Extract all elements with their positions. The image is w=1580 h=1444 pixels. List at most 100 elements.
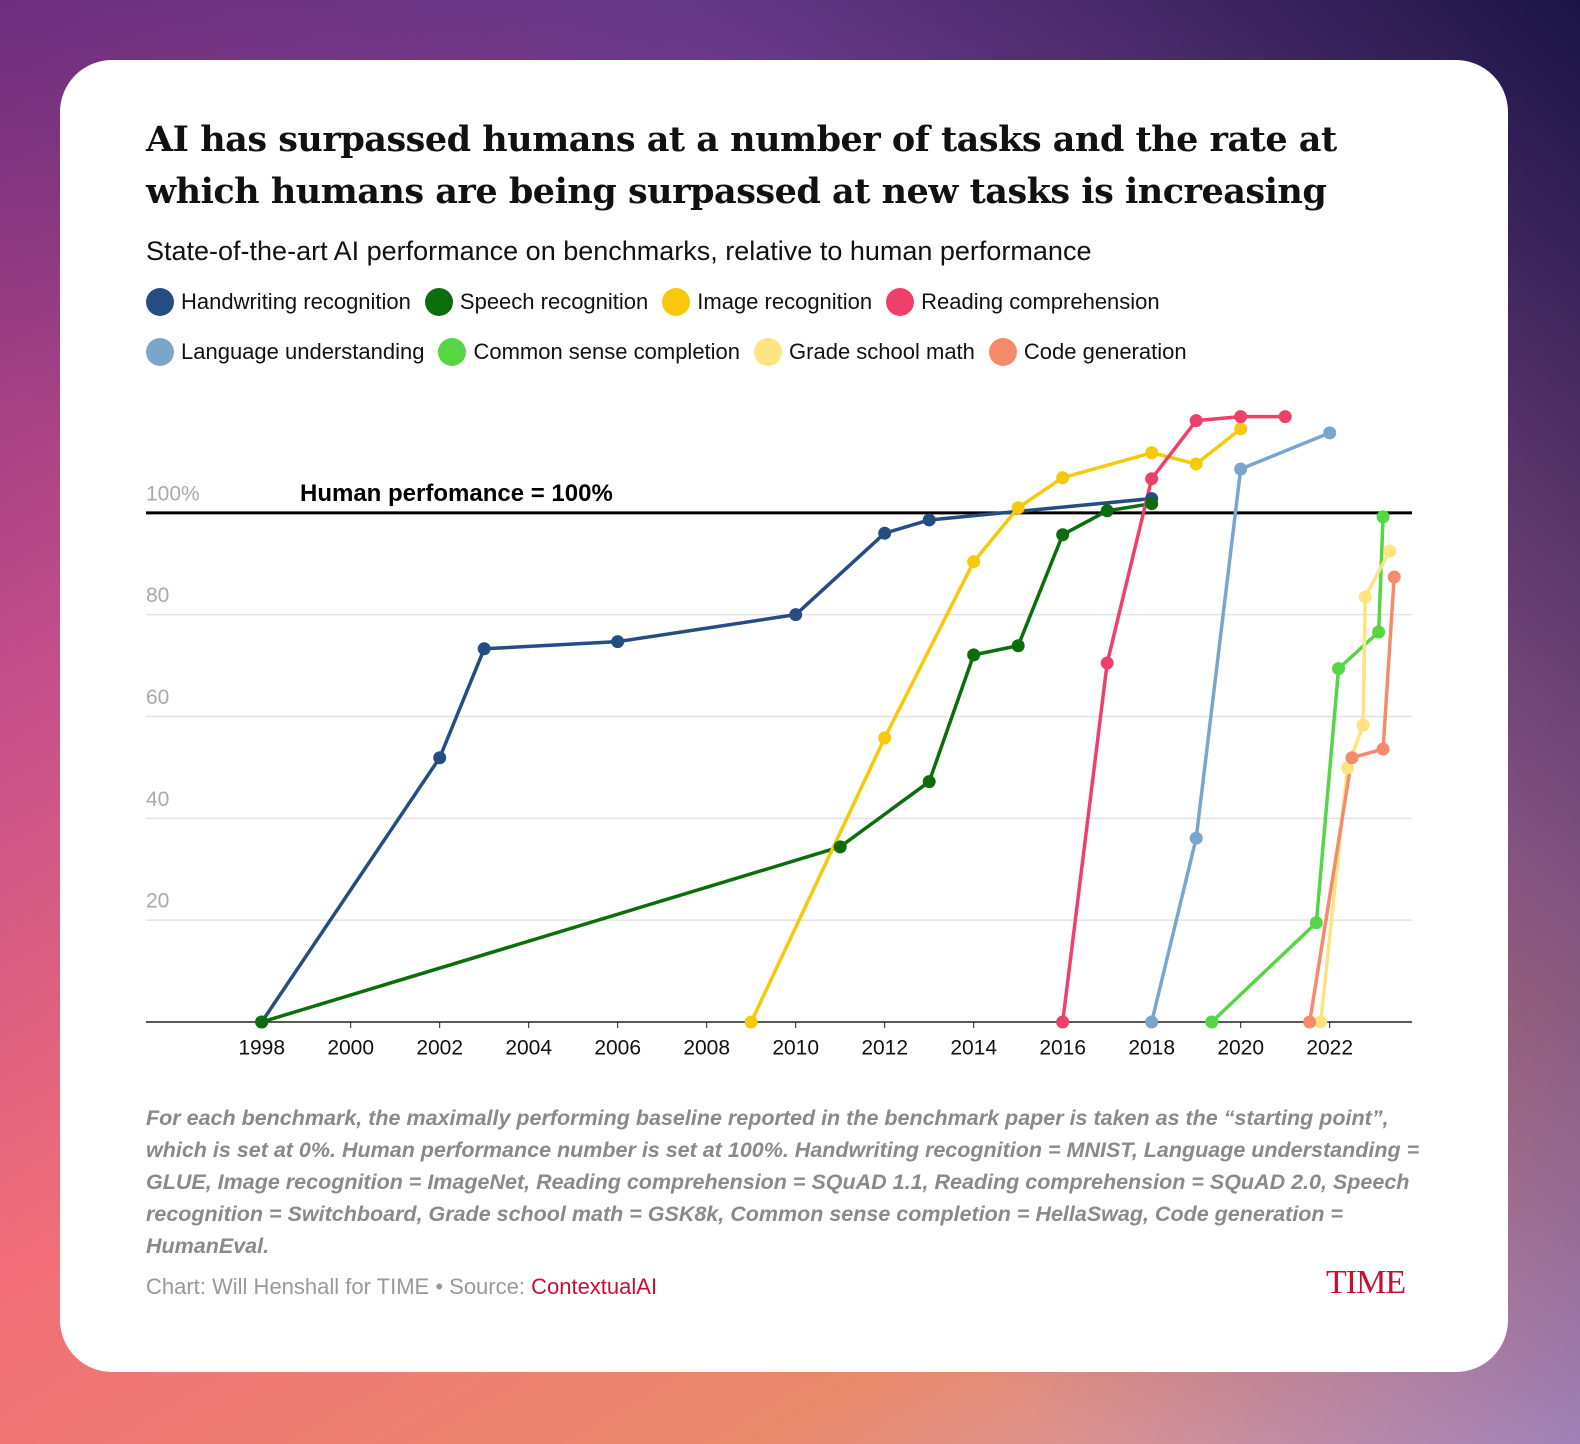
legend-item: Reading comprehension — [886, 284, 1160, 320]
data-point — [967, 648, 981, 662]
chart-title: AI has surpassed humans at a number of t… — [146, 119, 1337, 212]
x-tick-label: 2010 — [772, 1037, 819, 1060]
series-line — [1210, 516, 1385, 1024]
y-tick-label: 40 — [146, 788, 169, 811]
legend-label: Common sense completion — [473, 339, 741, 364]
data-point — [1145, 497, 1159, 511]
x-tick-label: 2002 — [416, 1037, 463, 1060]
legend-swatch — [662, 288, 691, 316]
data-point — [1234, 462, 1248, 476]
data-point — [1056, 528, 1070, 542]
y-tick-label: 20 — [146, 890, 169, 913]
data-point — [255, 1015, 269, 1029]
data-point — [1011, 639, 1025, 653]
source-link[interactable]: ContextualAI — [531, 1274, 658, 1299]
x-tick-label: 2020 — [1217, 1037, 1264, 1060]
series-line — [1149, 431, 1331, 1023]
legend-swatch — [146, 338, 174, 366]
x-tick-label: 2000 — [327, 1037, 374, 1060]
data-point — [433, 751, 447, 765]
data-point — [1189, 831, 1203, 845]
data-point — [1372, 625, 1386, 639]
data-point — [1278, 410, 1292, 424]
data-point — [1145, 472, 1159, 486]
data-point — [1145, 446, 1159, 460]
legend-swatch — [146, 288, 174, 316]
series-line — [1060, 414, 1286, 1023]
annotation: Human perfomance = 100% — [300, 480, 613, 507]
data-point — [1234, 410, 1248, 424]
y-tick-label: 80 — [146, 584, 169, 607]
x-tick-label: 2004 — [505, 1037, 552, 1060]
data-point — [1056, 1015, 1070, 1029]
data-point — [1340, 761, 1354, 775]
series-line — [749, 427, 1242, 1023]
data-point — [922, 513, 936, 527]
x-tick-label: 1998 — [238, 1037, 285, 1060]
data-point — [1189, 414, 1203, 428]
legend-label: Speech recognition — [459, 289, 649, 314]
series-line — [1307, 576, 1396, 1023]
data-point — [1387, 570, 1401, 584]
data-point — [1234, 422, 1248, 436]
legend-item: Language understanding — [146, 334, 424, 370]
legend-swatch — [754, 338, 783, 366]
x-tick-label: 2006 — [594, 1037, 641, 1060]
x-tick-label: 2022 — [1306, 1037, 1353, 1060]
data-point — [878, 731, 892, 745]
legend: Handwriting recognition Speech recognitio… — [146, 284, 1266, 370]
legend-label: Handwriting recognition — [181, 289, 411, 314]
data-point — [1189, 457, 1203, 471]
credit: Chart: Will Henshall for TIME • Source: … — [146, 1274, 657, 1300]
data-point — [1358, 590, 1372, 604]
data-point — [1345, 751, 1359, 765]
x-tick-label: 2016 — [1039, 1037, 1086, 1060]
data-point — [1309, 916, 1323, 930]
legend-swatch — [886, 288, 915, 316]
footnote: For each benchmark, the maximally perfor… — [146, 1106, 1420, 1258]
data-point — [833, 840, 847, 854]
legend-item: Speech recognition — [424, 284, 649, 320]
legend-label: Reading comprehension — [921, 289, 1160, 314]
data-point — [1100, 656, 1114, 670]
data-point — [1100, 504, 1114, 518]
data-point — [1383, 544, 1397, 558]
data-point — [967, 555, 981, 569]
legend-item: Handwriting recognition — [146, 284, 411, 320]
data-point — [1056, 471, 1070, 485]
data-point — [1356, 718, 1370, 732]
logo: TIME — [1326, 1264, 1406, 1301]
data-point — [1145, 1015, 1159, 1029]
x-tick-label: 2014 — [950, 1037, 997, 1060]
data-point — [1205, 1015, 1219, 1029]
data-point — [1332, 662, 1346, 676]
data-point — [922, 775, 936, 789]
legend-swatch — [424, 288, 453, 316]
data-point — [878, 526, 892, 540]
legend-label: Language understanding — [181, 339, 425, 364]
legend-item: Image recognition — [662, 284, 872, 320]
data-point — [1376, 510, 1390, 524]
chart-subtitle: State-of-the-art AI performance on bench… — [146, 236, 1092, 266]
data-point — [789, 608, 803, 622]
series-line — [260, 496, 1152, 1023]
legend-swatch — [988, 338, 1017, 366]
x-tick-label: 2008 — [683, 1037, 730, 1060]
data-point — [477, 642, 491, 656]
legend-swatch — [438, 338, 467, 366]
legend-item: Common sense completion — [438, 334, 740, 370]
legend-item: Code generation — [988, 334, 1187, 370]
x-tick-label: 2012 — [861, 1037, 908, 1060]
data-point — [744, 1015, 758, 1029]
y-tick-label: 100% — [146, 482, 200, 505]
data-point — [1314, 1015, 1328, 1029]
x-tick-label: 2018 — [1128, 1037, 1175, 1060]
data-point — [1011, 501, 1025, 515]
legend-label: Code generation — [1023, 339, 1187, 364]
series-line — [261, 501, 1152, 1024]
data-point — [611, 635, 625, 649]
y-tick-label: 60 — [146, 686, 169, 709]
legend-item: Grade school math — [754, 334, 975, 370]
